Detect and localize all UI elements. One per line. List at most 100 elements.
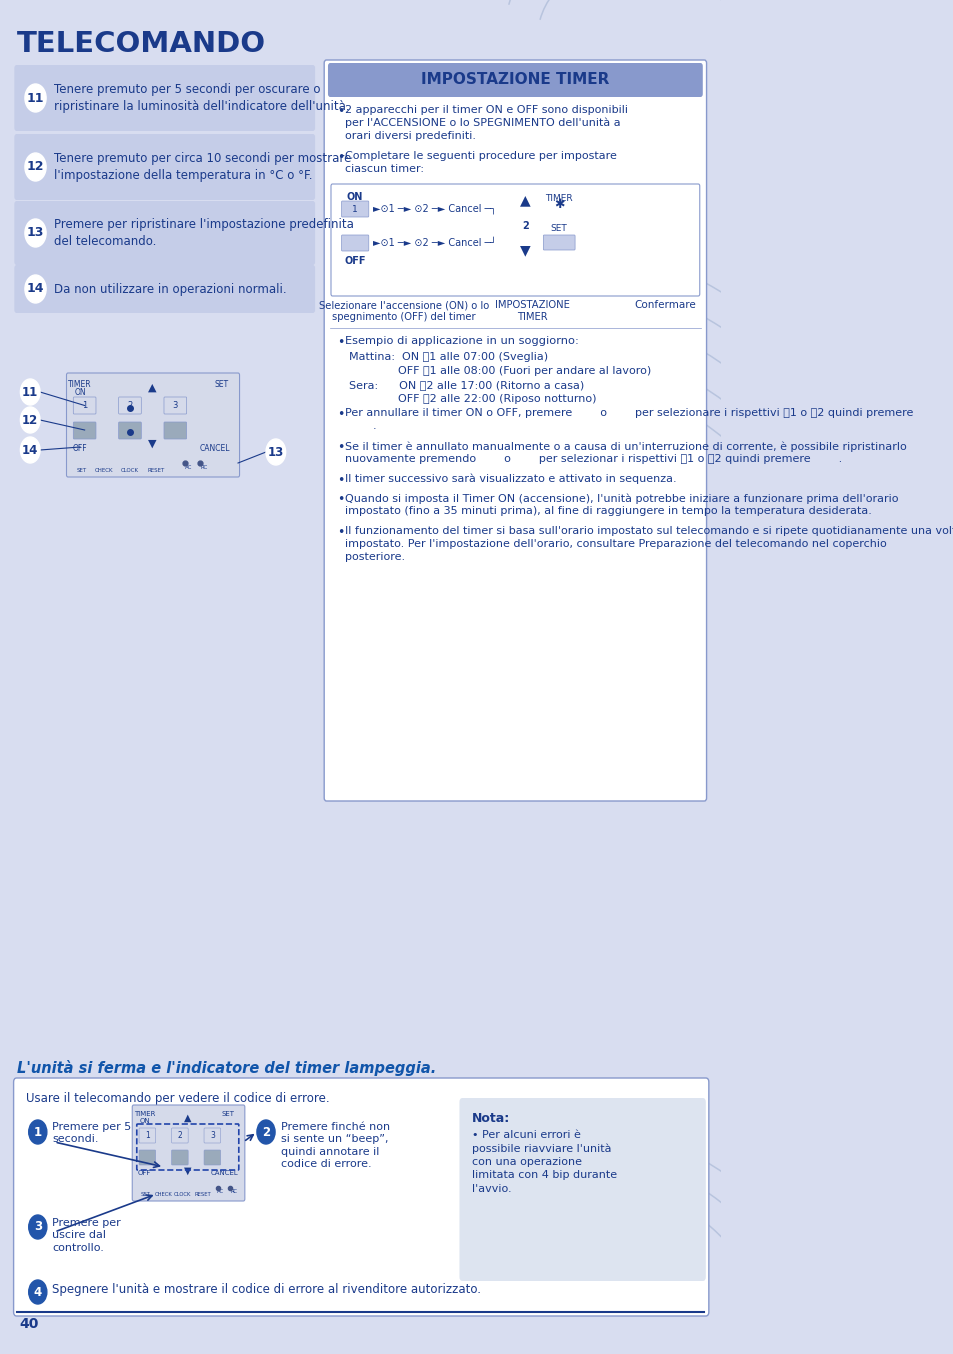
Text: •: • <box>336 408 344 421</box>
Text: Nota:: Nota: <box>471 1112 509 1125</box>
FancyBboxPatch shape <box>459 1098 705 1281</box>
Text: 1: 1 <box>82 401 87 410</box>
Text: SET: SET <box>550 223 567 233</box>
Text: •: • <box>336 474 344 487</box>
Text: AC: AC <box>217 1189 224 1194</box>
Text: CHECK: CHECK <box>95 468 113 473</box>
Text: •: • <box>336 441 344 454</box>
Text: Tenere premuto per circa 10 secondi per mostrare
l'impostazione della temperatur: Tenere premuto per circa 10 secondi per … <box>54 152 352 181</box>
Text: Il funzionamento del timer si basa sull'orario impostato sul telecomando e si ri: Il funzionamento del timer si basa sull'… <box>345 525 953 562</box>
Text: SET: SET <box>141 1192 151 1197</box>
Text: •: • <box>336 525 344 539</box>
Text: SET: SET <box>221 1112 234 1117</box>
Text: Per annullare il timer ON o OFF, premere        o        per selezionare i rispe: Per annullare il timer ON o OFF, premere… <box>345 408 913 431</box>
Text: ▼: ▼ <box>149 439 156 450</box>
Circle shape <box>20 379 40 405</box>
FancyBboxPatch shape <box>543 236 575 250</box>
FancyBboxPatch shape <box>204 1128 220 1143</box>
Text: ►⊙1 ─► ⊙2 ─► Cancel ─┘: ►⊙1 ─► ⊙2 ─► Cancel ─┘ <box>373 238 496 248</box>
Text: Premere per 5
secondi.: Premere per 5 secondi. <box>52 1122 132 1144</box>
FancyBboxPatch shape <box>13 1078 708 1316</box>
Text: Tenere premuto per 5 secondi per oscurare o
ripristinare la luminosità dell'indi: Tenere premuto per 5 secondi per oscurar… <box>54 83 350 112</box>
Text: •: • <box>336 336 344 349</box>
Circle shape <box>29 1280 47 1304</box>
Text: CANCEL: CANCEL <box>200 444 231 454</box>
Text: 1: 1 <box>145 1131 150 1140</box>
Circle shape <box>517 217 532 236</box>
Text: Mattina:  ON ␶1 alle 07:00 (Sveglia): Mattina: ON ␶1 alle 07:00 (Sveglia) <box>349 352 548 362</box>
FancyBboxPatch shape <box>172 1150 188 1164</box>
Text: OFF ␶2 alle 22:00 (Riposo notturno): OFF ␶2 alle 22:00 (Riposo notturno) <box>349 394 596 403</box>
Text: Completare le seguenti procedure per impostare
ciascun timer:: Completare le seguenti procedure per imp… <box>345 152 617 173</box>
Text: ►⊙1 ─► ⊙2 ─► Cancel ─┐: ►⊙1 ─► ⊙2 ─► Cancel ─┐ <box>373 203 496 214</box>
Text: SET: SET <box>214 380 228 389</box>
FancyBboxPatch shape <box>139 1150 155 1164</box>
FancyBboxPatch shape <box>118 422 141 439</box>
Text: ✱: ✱ <box>554 199 564 211</box>
Text: OFF: OFF <box>72 444 88 454</box>
FancyBboxPatch shape <box>132 1105 245 1201</box>
Text: ON: ON <box>347 192 363 202</box>
Text: Premere finché non
si sente un “beep”,
quindi annotare il
codice di errore.: Premere finché non si sente un “beep”, q… <box>281 1122 390 1170</box>
Text: Se il timer è annullato manualmente o a causa di un'interruzione di corrente, è : Se il timer è annullato manualmente o a … <box>345 441 906 464</box>
Text: 40: 40 <box>19 1317 38 1331</box>
Circle shape <box>29 1120 47 1144</box>
Text: ▲: ▲ <box>184 1113 192 1122</box>
Text: 14: 14 <box>22 444 38 456</box>
Text: ON: ON <box>140 1118 151 1124</box>
Text: IMPOSTAZIONE
TIMER: IMPOSTAZIONE TIMER <box>495 301 570 322</box>
Text: CHECK: CHECK <box>155 1192 172 1197</box>
FancyBboxPatch shape <box>67 372 239 477</box>
Text: RESET: RESET <box>194 1192 211 1197</box>
FancyBboxPatch shape <box>73 397 96 414</box>
Text: RC: RC <box>200 464 208 470</box>
Text: ▼: ▼ <box>184 1166 192 1177</box>
Text: Quando si imposta il Timer ON (accensione), l'unità potrebbe iniziare a funziona: Quando si imposta il Timer ON (accension… <box>345 493 898 516</box>
Text: Sera:      ON ␶2 alle 17:00 (Ritorno a casa): Sera: ON ␶2 alle 17:00 (Ritorno a casa) <box>349 380 584 390</box>
Circle shape <box>25 219 46 246</box>
Text: 11: 11 <box>27 92 44 104</box>
FancyBboxPatch shape <box>324 60 706 802</box>
Circle shape <box>256 1120 274 1144</box>
Text: Spegnere l'unità e mostrare il codice di errore al rivenditore autorizzato.: Spegnere l'unità e mostrare il codice di… <box>52 1284 480 1296</box>
Circle shape <box>20 408 40 433</box>
Text: • Per alcuni errori è
possibile riavviare l'unità
con una operazione
limitata co: • Per alcuni errori è possibile riavviar… <box>471 1131 616 1193</box>
Text: Il timer successivo sarà visualizzato e attivato in sequenza.: Il timer successivo sarà visualizzato e … <box>345 474 677 485</box>
Text: 4: 4 <box>33 1285 42 1298</box>
Text: Premere per
uscire dal
controllo.: Premere per uscire dal controllo. <box>52 1219 121 1252</box>
Text: ▼: ▼ <box>519 242 530 257</box>
Text: •: • <box>336 152 344 164</box>
Text: 12: 12 <box>22 413 38 427</box>
Circle shape <box>20 437 40 463</box>
FancyBboxPatch shape <box>328 64 702 97</box>
Text: ▲: ▲ <box>149 383 156 393</box>
Text: RC: RC <box>230 1189 236 1194</box>
FancyBboxPatch shape <box>14 265 314 313</box>
Text: 2: 2 <box>262 1125 270 1139</box>
Text: 2: 2 <box>177 1131 182 1140</box>
Text: TELECOMANDO: TELECOMANDO <box>16 30 266 58</box>
FancyBboxPatch shape <box>172 1128 188 1143</box>
Circle shape <box>29 1215 47 1239</box>
Text: 11: 11 <box>22 386 38 398</box>
FancyBboxPatch shape <box>14 65 314 131</box>
FancyBboxPatch shape <box>164 422 187 439</box>
Text: OFF: OFF <box>344 256 366 265</box>
Text: 3: 3 <box>172 401 178 410</box>
FancyBboxPatch shape <box>139 1128 155 1143</box>
Text: 1: 1 <box>33 1125 42 1139</box>
FancyBboxPatch shape <box>14 200 314 265</box>
Text: 1: 1 <box>352 204 357 214</box>
FancyBboxPatch shape <box>14 134 314 200</box>
FancyBboxPatch shape <box>204 1150 220 1164</box>
Text: 2: 2 <box>521 221 528 232</box>
Text: 2: 2 <box>127 401 132 410</box>
Text: ▲: ▲ <box>519 194 530 207</box>
FancyBboxPatch shape <box>341 236 369 250</box>
Text: ON: ON <box>74 389 86 397</box>
Circle shape <box>25 84 46 112</box>
Text: Confermare: Confermare <box>634 301 695 310</box>
Text: OFF ␶1 alle 08:00 (Fuori per andare al lavoro): OFF ␶1 alle 08:00 (Fuori per andare al l… <box>349 366 651 376</box>
FancyBboxPatch shape <box>164 397 187 414</box>
FancyBboxPatch shape <box>331 184 700 297</box>
